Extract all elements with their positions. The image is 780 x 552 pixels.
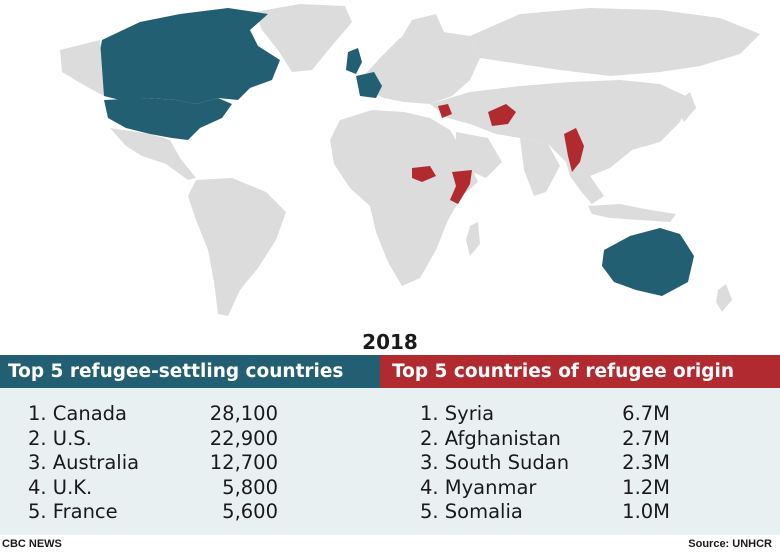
japan (678, 92, 696, 122)
credit-label: CBC NEWS (2, 538, 62, 550)
uk (346, 48, 362, 74)
country-value: 22,900 (209, 426, 278, 450)
country-name: 2. Afghanistan (420, 426, 561, 450)
country-value: 6.7M (622, 402, 670, 425)
country-name: 3. South Sudan (420, 451, 570, 474)
asia (430, 80, 690, 176)
list-item: 2. Afghanistan 2.7M (420, 427, 680, 452)
southeast-asia (566, 162, 604, 204)
source-label: Source: UNHCR (688, 538, 772, 550)
list-item: 4. U.K. 5,800 (28, 475, 278, 501)
data-panel (0, 388, 780, 535)
new-zealand (716, 284, 732, 312)
country-value: 12,700 (209, 451, 278, 474)
origin-header: Top 5 countries of refugee origin (380, 355, 780, 388)
year-label: 2018 (362, 330, 418, 354)
list-item: 1. Syria 6.7M (420, 402, 680, 427)
india (520, 138, 560, 196)
list-item: 5. Somalia 1.0M (420, 500, 680, 525)
country-name: 2. U.S. (28, 426, 92, 450)
country-value: 2.3M (622, 451, 670, 474)
country-name: 1. Syria (420, 402, 495, 425)
alaska (60, 40, 104, 96)
europe (362, 30, 480, 104)
country-value: 1.0M (622, 500, 670, 523)
country-name: 1. Canada (28, 402, 128, 425)
country-name: 4. U.K. (28, 475, 93, 499)
country-value: 28,100 (209, 402, 278, 425)
country-value: 5,600 (222, 500, 278, 523)
myanmar (564, 128, 584, 172)
world-map (60, 4, 760, 316)
list-item: 3. Australia 12,700 (28, 451, 278, 476)
mexico (110, 128, 196, 180)
country-name: 5. France (28, 500, 118, 523)
africa (330, 110, 478, 286)
indonesia (588, 204, 676, 222)
list-item: 3. South Sudan 2.3M (420, 451, 680, 476)
settling-header: Top 5 refugee-settling countries (0, 355, 380, 388)
country-name: 3. Australia (28, 451, 140, 474)
country-value: 5,800 (222, 475, 278, 499)
canada (96, 8, 280, 104)
somalia (450, 170, 472, 204)
country-name: 4. Myanmar (420, 475, 537, 499)
syria (438, 104, 452, 118)
list-item: 4. Myanmar 1.2M (420, 476, 680, 501)
madagascar (466, 222, 480, 256)
origin-list: 1. Syria 6.7M 2. Afghanistan 2.7M 3. Sou… (420, 402, 680, 525)
afghanistan (488, 104, 516, 126)
scandinavia (394, 14, 444, 56)
greenland (255, 4, 352, 72)
country-value: 2.7M (622, 426, 670, 450)
list-item: 1. Canada 28,100 (28, 402, 278, 427)
russia (470, 8, 760, 76)
south-sudan (412, 166, 436, 182)
list-item: 2. U.S. 22,900 (28, 426, 278, 452)
settling-list: 1. Canada 28,100 2. U.S. 22,900 3. Austr… (28, 402, 278, 525)
country-value: 1.2M (622, 475, 670, 499)
australia (602, 228, 694, 296)
france (356, 72, 382, 98)
south-america (188, 178, 286, 316)
list-item: 5. France 5,600 (28, 500, 278, 525)
country-name: 5. Somalia (420, 500, 523, 523)
usa (104, 98, 232, 140)
